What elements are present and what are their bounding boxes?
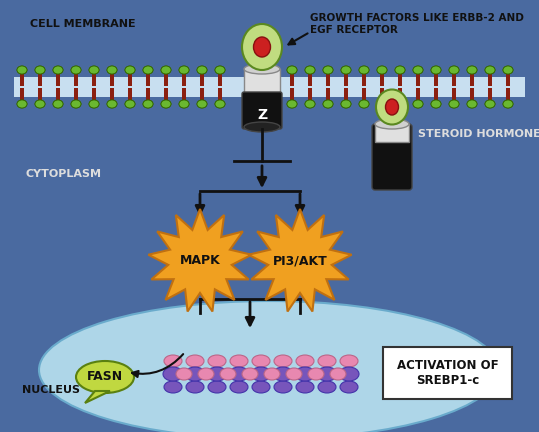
Ellipse shape [323,100,333,108]
Ellipse shape [305,66,315,74]
Ellipse shape [305,100,315,108]
Ellipse shape [503,66,513,74]
Bar [110,88,114,101]
Ellipse shape [467,66,477,74]
Ellipse shape [230,381,248,393]
Bar [146,88,150,101]
Bar [452,88,456,101]
Ellipse shape [323,100,333,108]
Bar [200,88,204,101]
Ellipse shape [413,66,423,74]
Ellipse shape [485,66,495,74]
Ellipse shape [71,66,81,74]
Ellipse shape [76,361,134,393]
Ellipse shape [107,66,117,74]
Bar [308,88,312,101]
Bar [182,73,186,86]
Bar [398,73,402,86]
Ellipse shape [143,100,153,108]
Ellipse shape [330,368,346,380]
Ellipse shape [431,66,441,74]
FancyBboxPatch shape [244,69,280,98]
Ellipse shape [143,66,153,74]
Bar [380,73,384,86]
Ellipse shape [318,381,336,393]
Ellipse shape [244,64,280,74]
Ellipse shape [449,66,459,74]
FancyBboxPatch shape [383,347,512,399]
Bar [380,88,384,101]
Bar [506,88,510,101]
Ellipse shape [251,367,271,381]
Ellipse shape [485,100,495,108]
Ellipse shape [71,100,81,108]
Bar [218,73,222,86]
Ellipse shape [107,100,117,108]
Ellipse shape [274,355,292,367]
Bar [434,88,438,101]
Ellipse shape [359,66,369,74]
Bar [380,73,384,86]
Ellipse shape [220,368,236,380]
Bar [74,88,78,101]
Ellipse shape [264,368,280,380]
Bar [362,73,366,86]
Ellipse shape [197,66,207,74]
Ellipse shape [185,367,205,381]
Bar [182,88,186,101]
Ellipse shape [377,100,387,108]
Ellipse shape [179,66,189,74]
Ellipse shape [295,367,315,381]
Bar [20,88,24,101]
Ellipse shape [164,355,182,367]
Bar [128,73,132,86]
Ellipse shape [341,100,351,108]
Bar [164,73,168,86]
Ellipse shape [186,355,204,367]
Ellipse shape [296,355,314,367]
Ellipse shape [230,355,248,367]
Ellipse shape [35,100,45,108]
Bar [398,88,402,101]
Ellipse shape [125,100,135,108]
Ellipse shape [413,66,423,74]
Ellipse shape [431,100,441,108]
Ellipse shape [207,367,227,381]
Bar [290,73,294,86]
Bar [416,73,420,86]
Ellipse shape [229,367,249,381]
Ellipse shape [71,100,81,108]
Ellipse shape [161,66,171,74]
Ellipse shape [215,100,225,108]
Ellipse shape [339,367,359,381]
Ellipse shape [341,66,351,74]
Ellipse shape [467,66,477,74]
Text: CELL MEMBRANE: CELL MEMBRANE [30,19,136,29]
Polygon shape [85,391,110,403]
Bar [20,73,24,86]
Bar [308,73,312,86]
Bar [506,73,510,86]
Ellipse shape [107,100,117,108]
Ellipse shape [125,66,135,74]
Ellipse shape [287,100,297,108]
Ellipse shape [89,66,99,74]
Ellipse shape [143,100,153,108]
Ellipse shape [215,66,225,74]
Ellipse shape [413,100,423,108]
Ellipse shape [197,100,207,108]
Ellipse shape [413,100,423,108]
Text: GROWTH FACTORS LIKE ERBB-2 AND
EGF RECEPTOR: GROWTH FACTORS LIKE ERBB-2 AND EGF RECEP… [310,13,524,35]
Ellipse shape [176,368,192,380]
Ellipse shape [252,355,270,367]
Bar [20,73,24,86]
Bar [452,73,456,86]
Ellipse shape [252,381,270,393]
FancyBboxPatch shape [242,92,282,129]
Bar [56,73,60,86]
Ellipse shape [377,66,387,74]
Ellipse shape [340,381,358,393]
Bar [344,73,348,86]
Ellipse shape [395,100,405,108]
